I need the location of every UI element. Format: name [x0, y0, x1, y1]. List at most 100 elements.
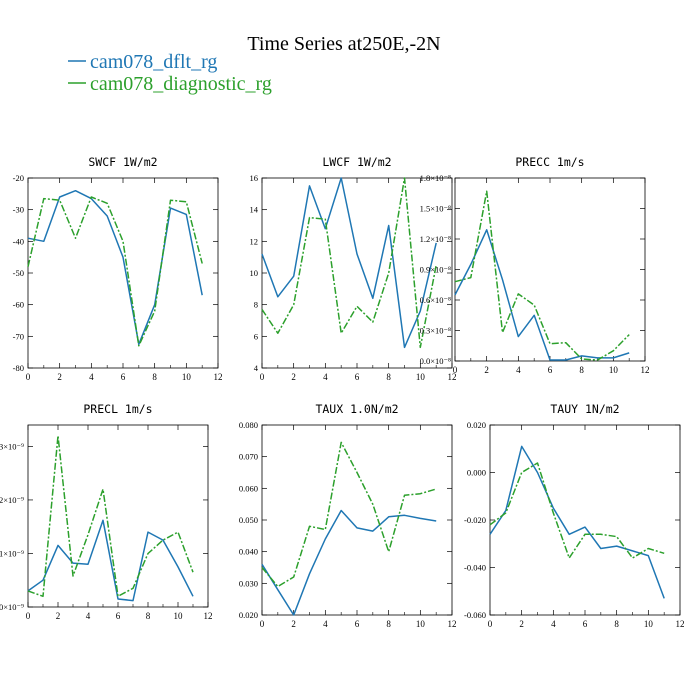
panel-title: TAUY 1N/m2	[550, 402, 619, 416]
x-tick-label: 0	[488, 619, 493, 629]
y-tick-label: 0.020	[239, 610, 258, 620]
panel-title: PRECC 1m/s	[515, 155, 584, 169]
x-tick-label: 2	[519, 619, 524, 629]
y-tick-label: 0.050	[239, 515, 258, 525]
panel-title: LWCF 1W/m2	[322, 155, 391, 169]
plot-frame	[27, 424, 209, 608]
x-tick-label: 2	[291, 372, 296, 382]
x-tick-label: 6	[121, 372, 126, 382]
x-tick-label: 0	[26, 611, 31, 621]
y-tick-label: -0.020	[464, 515, 486, 525]
y-tick-label: 8	[254, 300, 258, 310]
x-tick-label: 6	[583, 619, 588, 629]
y-tick-label: -70	[13, 331, 24, 341]
y-tick-label: 16	[250, 173, 259, 183]
x-tick-label: 10	[416, 619, 426, 629]
x-tick-label: 12	[448, 619, 457, 629]
plot-frame	[489, 424, 681, 616]
series-line-dflt	[489, 445, 665, 599]
x-tick-label: 8	[614, 619, 619, 629]
x-tick-label: 2	[291, 619, 296, 629]
x-tick-label: 4	[323, 372, 328, 382]
panel-lwcf: LWCF 1W/m2 0 2 4 6 8 10 12 4 6 8 10 12 14 16	[250, 155, 457, 382]
y-tick-label: -0.040	[464, 563, 486, 573]
x-tick-label: 10	[174, 611, 184, 621]
y-tick-label: 1.8×10⁻⁸	[420, 173, 451, 183]
y-tick-label: 10	[250, 268, 259, 278]
figure-title: Time Series at250E,-2N	[247, 33, 440, 55]
series-line-diagnostic	[489, 462, 665, 559]
plot-frame	[454, 177, 646, 362]
x-tick-label: 10	[416, 372, 426, 382]
legend-label-dflt: cam078_dflt_rg	[90, 51, 217, 73]
series-line-diagnostic	[261, 441, 437, 588]
y-tick-label: -0.060	[464, 610, 486, 620]
y-tick-label: 6	[254, 331, 258, 341]
panel-precc: PRECC 1m/s 0 2 4 6 8 10 12 0.0×10⁻⁸ 0.3×10⁻⁸ 0.6×1…	[420, 155, 650, 375]
x-tick-label: 10	[182, 372, 192, 382]
x-tick-label: 8	[386, 619, 391, 629]
series-line-dflt	[261, 509, 437, 616]
y-tick-label: 0.070	[239, 452, 258, 462]
y-tick-label: 3×10⁻⁹	[0, 441, 24, 451]
series-line-diagnostic	[261, 177, 437, 349]
x-tick-label: 0	[453, 365, 458, 375]
series-line-dflt	[27, 189, 203, 346]
y-tick-label: 0×10⁻⁹	[0, 602, 24, 612]
y-tick-label: -50	[13, 268, 24, 278]
x-tick-label: 12	[448, 372, 457, 382]
y-tick-label: 1.5×10⁻⁸	[420, 204, 451, 214]
series-line-dflt	[27, 519, 194, 602]
x-tick-label: 4	[551, 619, 556, 629]
x-tick-label: 4	[86, 611, 91, 621]
x-tick-label: 12	[641, 365, 650, 375]
series-line-diagnostic	[454, 190, 630, 361]
panel-tauy: TAUY 1N/m2 0 2 4 6 8 10 12 -0.060 -0.040 -0.020 0.0…	[464, 402, 684, 629]
x-tick-label: 0	[260, 619, 265, 629]
y-tick-label: -40	[13, 236, 24, 246]
x-tick-label: 12	[214, 372, 223, 382]
x-tick-label: 2	[56, 611, 61, 621]
series-line-dflt	[261, 177, 437, 349]
panel-title: SWCF 1W/m2	[88, 155, 157, 169]
x-tick-label: 4	[516, 365, 521, 375]
x-tick-label: 12	[204, 611, 213, 621]
panel-precl: PRECL 1m/s 0 2 4 6 8 10 12 0×10⁻⁹ 1×10⁻⁹ 2×10⁻⁹ 3×1…	[0, 402, 213, 621]
panel-swcf: SWCF 1W/m2 0 2 4 6 8 10 12 -80 -70 -60 -50 -40 -30 -20	[13, 155, 223, 382]
x-tick-label: 6	[548, 365, 553, 375]
series-line-dflt	[454, 229, 630, 361]
y-tick-label: 0.9×10⁻⁸	[420, 265, 451, 275]
y-tick-label: 0.6×10⁻⁸	[420, 295, 451, 305]
y-tick-label: 0.060	[239, 483, 258, 493]
x-tick-label: 6	[355, 372, 360, 382]
y-tick-label: -80	[13, 363, 24, 373]
y-tick-label: 2×10⁻⁹	[0, 495, 24, 505]
y-tick-label: 0.040	[239, 547, 258, 557]
y-tick-label: 14	[250, 205, 259, 215]
x-tick-label: 10	[644, 619, 654, 629]
x-tick-label: 6	[355, 619, 360, 629]
series-line-diagnostic	[27, 434, 194, 598]
series-line-diagnostic	[27, 196, 203, 347]
x-tick-label: 0	[26, 372, 31, 382]
y-tick-label: 0.030	[239, 578, 258, 588]
x-tick-label: 8	[579, 365, 584, 375]
y-tick-label: 1.2×10⁻⁸	[420, 234, 451, 244]
y-tick-label: 0.000	[467, 468, 486, 478]
y-tick-label: 1×10⁻⁹	[0, 548, 24, 558]
x-tick-label: 2	[57, 372, 62, 382]
y-tick-label: -20	[13, 173, 24, 183]
panels: SWCF 1W/m2 0 2 4 6 8 10 12 -80 -70 -60 -50 -40 -30 -20…	[0, 155, 685, 629]
x-tick-label: 8	[146, 611, 151, 621]
y-tick-label: -30	[13, 205, 24, 215]
x-tick-label: 8	[152, 372, 157, 382]
x-tick-label: 10	[609, 365, 619, 375]
legend: cam078_dflt_rg cam078_diagnostic_rg	[68, 51, 272, 95]
y-tick-label: 4	[254, 363, 259, 373]
y-tick-label: -60	[13, 300, 24, 310]
y-tick-label: 0.020	[467, 420, 486, 430]
x-tick-label: 4	[323, 619, 328, 629]
x-tick-label: 4	[89, 372, 94, 382]
x-tick-label: 0	[260, 372, 265, 382]
